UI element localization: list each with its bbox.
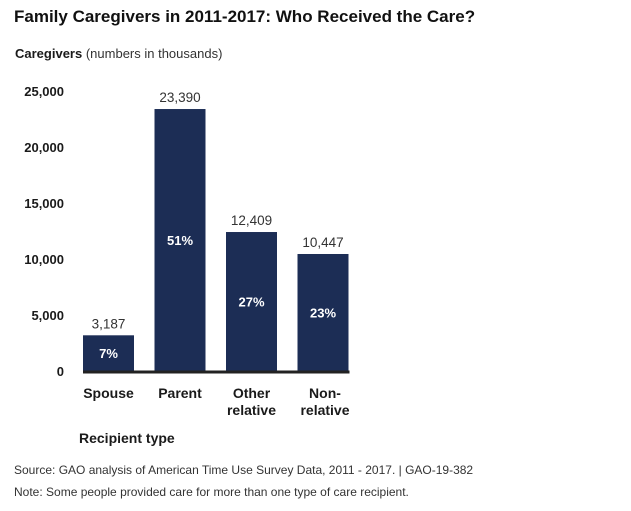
bar: [154, 109, 206, 372]
y-axis-title-bold: Caregivers: [15, 46, 83, 61]
bar-chart: 0 5,000 10,000 15,000 20,000 25,000 3,187 7% Spo…: [24, 84, 349, 418]
y-tick-label: 25,000: [24, 84, 64, 99]
y-axis-title: Caregivers (numbers in thousands): [15, 46, 222, 61]
y-tick-label: 15,000: [24, 196, 64, 211]
x-tick-label: relative: [227, 402, 276, 418]
bar: [83, 335, 134, 371]
y-axis-title-units: (numbers in thousands): [85, 46, 223, 61]
bar-value-label: 23,390: [159, 90, 200, 105]
x-axis-title: Recipient type: [79, 430, 175, 446]
bar-percent-label: 27%: [238, 295, 264, 310]
bar-value-label: 10,447: [302, 235, 343, 250]
bar-value-label: 3,187: [92, 316, 126, 331]
bar-percent-label: 51%: [167, 233, 193, 248]
bar-value-label: 12,409: [231, 213, 272, 228]
source-note: Source: GAO analysis of American Time Us…: [14, 463, 474, 477]
bar-percent-label: 23%: [310, 305, 336, 320]
y-tick-label: 5,000: [31, 308, 64, 323]
footnote: Note: Some people provided care for more…: [14, 485, 409, 499]
x-tick-label: Spouse: [83, 385, 134, 401]
bar-percent-label: 7%: [99, 346, 118, 361]
y-tick-label: 10,000: [24, 252, 64, 267]
bar: [297, 253, 349, 371]
y-tick-label: 20,000: [24, 140, 64, 155]
x-tick-label: Parent: [158, 385, 202, 401]
x-tick-label: Other: [233, 385, 271, 401]
chart-title: Family Caregivers in 2011-2017: Who Rece…: [14, 7, 476, 26]
bar: [226, 232, 277, 371]
x-tick-label: Non-: [309, 385, 341, 401]
y-tick-label: 0: [57, 364, 64, 379]
x-tick-label: relative: [300, 402, 349, 418]
